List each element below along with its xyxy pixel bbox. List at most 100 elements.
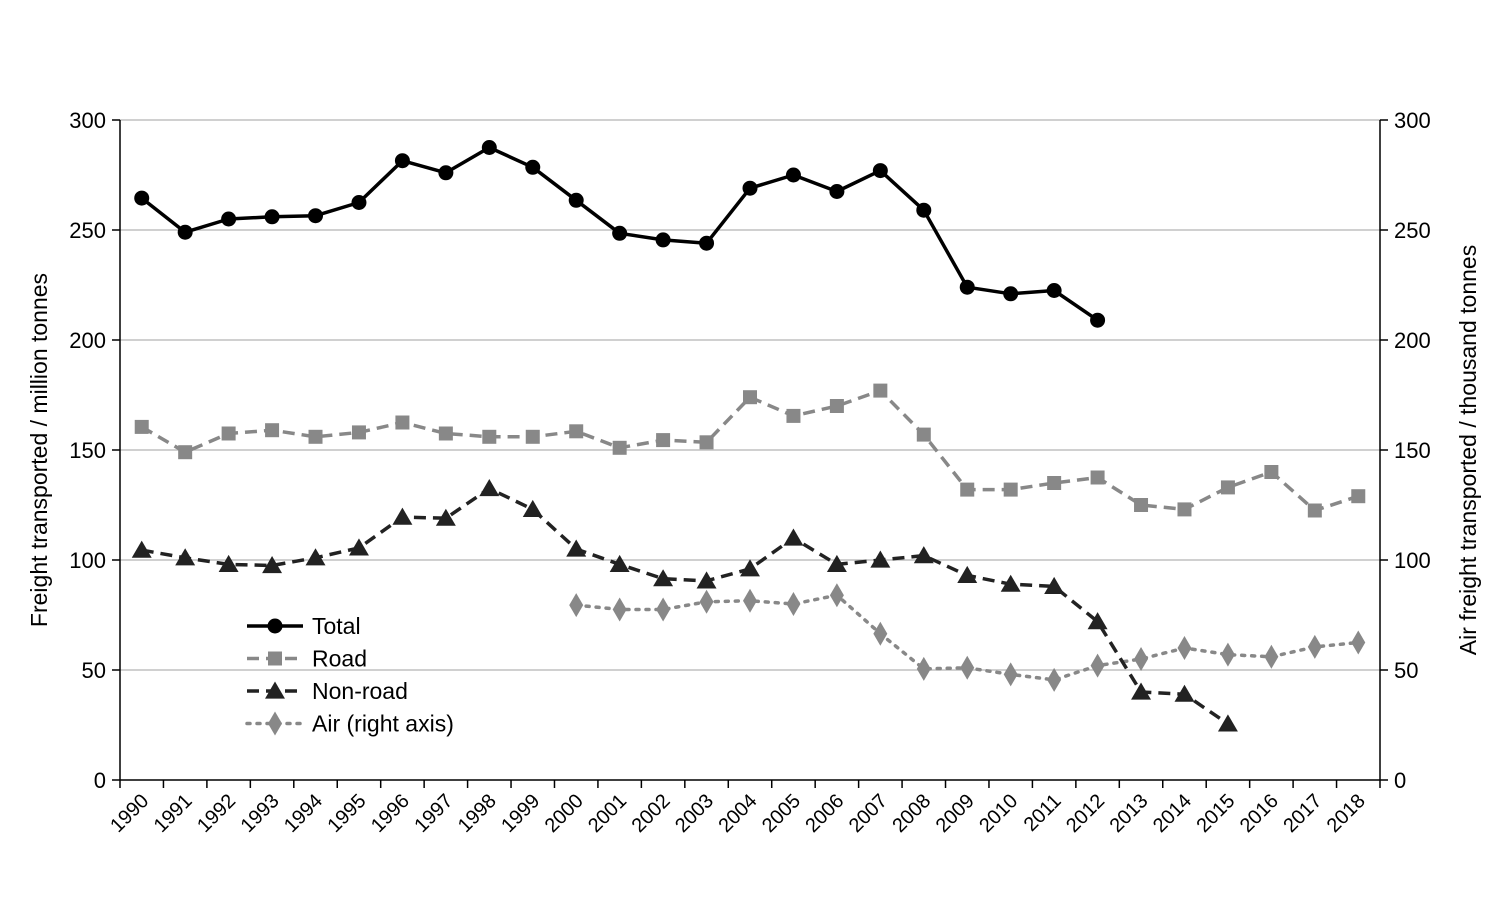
x-axis-tick-label: 2001	[584, 790, 631, 837]
series-line	[140, 388, 1359, 513]
square-marker	[743, 390, 757, 405]
diamond-marker	[960, 655, 975, 680]
triangle-marker	[696, 571, 717, 589]
x-axis-tick-label: 1996	[367, 790, 414, 837]
circle-marker	[264, 209, 280, 225]
triangle-marker	[653, 569, 674, 587]
square-marker	[699, 435, 714, 450]
x-axis-tick-label: 1999	[497, 790, 544, 837]
circle-marker	[481, 140, 497, 155]
square-marker	[1307, 503, 1322, 518]
square-marker	[134, 419, 149, 434]
triangle-marker	[1217, 714, 1238, 732]
triangle-marker	[1087, 612, 1108, 630]
triangle-marker	[218, 554, 239, 572]
legend-item: Air (right axis)	[245, 711, 454, 737]
left-axis-tick-label: 150	[69, 438, 106, 463]
series-road	[134, 383, 1366, 518]
triangle-marker	[175, 548, 196, 566]
square-marker	[612, 440, 627, 455]
square-marker	[1177, 502, 1192, 517]
circle-marker	[1003, 286, 1019, 302]
y-axis-title: Freight transported / million tonnes	[26, 273, 52, 627]
circle-marker	[742, 180, 758, 196]
square-marker	[873, 383, 888, 398]
circle-marker	[267, 618, 283, 634]
left-axis-tick-label: 300	[69, 108, 106, 133]
diamond-marker	[1003, 662, 1018, 687]
diamond-marker	[786, 592, 801, 616]
triangle-marker	[609, 554, 630, 572]
left-axis-tick-label: 100	[69, 548, 106, 573]
triangle-marker	[957, 565, 978, 583]
series-total	[134, 140, 1106, 328]
circle-marker	[568, 192, 584, 208]
circle-marker	[959, 279, 975, 295]
triangle-marker	[1000, 574, 1021, 592]
triangle-marker	[1174, 684, 1195, 702]
triangle-marker	[783, 528, 804, 546]
circle-marker	[1090, 312, 1106, 328]
circle-marker	[1046, 283, 1062, 298]
circle-marker	[655, 232, 671, 248]
legend-item: Non-road	[247, 678, 408, 704]
x-axis-tick-label: 1991	[150, 790, 197, 837]
circle-marker	[829, 184, 845, 199]
x-axis-tick-label: 2006	[801, 790, 848, 837]
left-axis-tick-label: 200	[69, 328, 106, 353]
diamond-marker	[829, 583, 844, 608]
diamond-marker	[1177, 636, 1192, 660]
x-axis-tick-label: 1998	[454, 790, 501, 837]
series-non-road	[131, 479, 1238, 732]
square-marker	[221, 426, 236, 441]
x-axis-tick-label: 2004	[715, 790, 762, 837]
square-marker	[438, 426, 453, 441]
gridlines	[120, 119, 1380, 671]
circle-marker	[785, 167, 801, 183]
triangle-marker	[566, 539, 587, 557]
legend-label: Road	[312, 646, 367, 672]
diamond-marker	[268, 711, 282, 736]
right-axis-tick-label: 100	[1394, 548, 1431, 573]
diamond-marker	[916, 656, 931, 681]
triangle-marker	[740, 559, 760, 577]
right-axis-tick-label: 300	[1394, 108, 1431, 133]
circle-marker	[394, 153, 410, 169]
circle-marker	[612, 225, 628, 241]
x-axis-tick-label: 1993	[237, 790, 284, 837]
x-axis-tick-label: 1990	[106, 790, 153, 837]
legend: Total Road Non-road Air (right axis)	[245, 613, 454, 737]
x-axis-tick-label: 2016	[1236, 790, 1283, 837]
triangle-marker	[913, 546, 934, 564]
x-axis-tick-label: 2013	[1106, 790, 1153, 837]
circle-marker	[872, 163, 888, 179]
legend-item: Road	[247, 646, 367, 672]
diamond-marker	[699, 589, 714, 614]
square-marker	[829, 399, 844, 413]
x-axis-tick-label: 2009	[932, 790, 979, 837]
x-axis-tick-label: 2011	[1020, 790, 1066, 836]
square-marker	[265, 423, 280, 438]
circle-marker	[699, 235, 715, 251]
triangle-marker	[131, 540, 152, 558]
diamond-marker	[1307, 634, 1322, 659]
triangle-marker	[826, 554, 847, 572]
x-axis-tick-label: 1994	[280, 790, 327, 837]
diamond-marker	[1351, 630, 1366, 655]
square-marker	[916, 427, 931, 442]
circle-marker	[221, 211, 237, 227]
x-axis-tick-label: 2010	[975, 790, 1022, 837]
diamond-marker	[612, 597, 627, 622]
left-axis-tick-label: 50	[82, 658, 106, 683]
triangle-marker	[392, 507, 413, 525]
series-air-right-axis	[569, 583, 1366, 692]
square-marker	[308, 429, 323, 444]
triangle-marker	[479, 479, 500, 497]
diamond-marker	[743, 588, 757, 613]
x-axis-tick-label: 2005	[758, 790, 805, 837]
legend-label: Non-road	[312, 678, 408, 704]
series-line	[141, 486, 1229, 726]
circle-marker	[177, 224, 193, 240]
x-axis-tick-label: 2003	[671, 790, 718, 837]
diamond-marker	[1090, 653, 1105, 678]
